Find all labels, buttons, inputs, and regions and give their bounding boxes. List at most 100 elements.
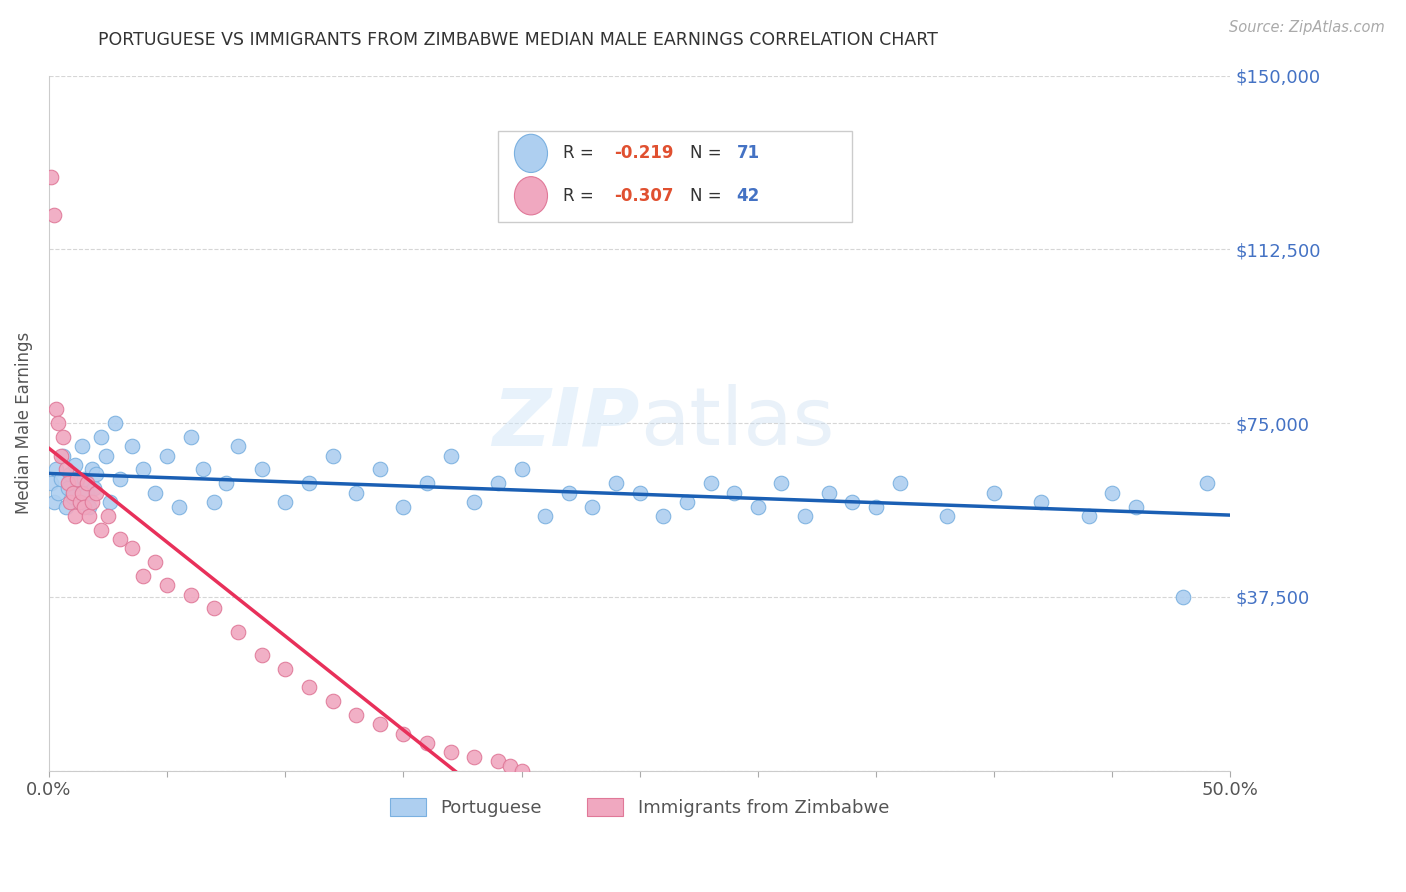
Point — [841, 495, 863, 509]
Point — [392, 500, 415, 514]
Point — [416, 476, 439, 491]
Point — [534, 508, 557, 523]
Point — [274, 495, 297, 509]
Point — [817, 485, 839, 500]
FancyBboxPatch shape — [498, 131, 852, 221]
Point — [215, 476, 238, 491]
Point — [97, 508, 120, 523]
Point — [42, 208, 65, 222]
Point — [1077, 508, 1099, 523]
Point — [747, 500, 769, 514]
Point — [100, 495, 122, 509]
Point — [935, 508, 957, 523]
Point — [510, 764, 533, 778]
Point — [440, 745, 463, 759]
Point — [83, 481, 105, 495]
Point — [49, 449, 72, 463]
Point — [652, 508, 675, 523]
Point — [392, 726, 415, 740]
Point — [368, 462, 391, 476]
Text: PORTUGUESE VS IMMIGRANTS FROM ZIMBABWE MEDIAN MALE EARNINGS CORRELATION CHART: PORTUGUESE VS IMMIGRANTS FROM ZIMBABWE M… — [98, 31, 938, 49]
Point — [143, 485, 166, 500]
Point — [52, 449, 75, 463]
Point — [73, 500, 96, 514]
Point — [983, 485, 1005, 500]
Legend: Portuguese, Immigrants from Zimbabwe: Portuguese, Immigrants from Zimbabwe — [382, 790, 897, 824]
Point — [499, 759, 522, 773]
Point — [486, 476, 509, 491]
Point — [416, 736, 439, 750]
Point — [45, 402, 67, 417]
Point — [76, 476, 98, 491]
Point — [55, 462, 77, 476]
Text: atlas: atlas — [640, 384, 834, 462]
Point — [132, 569, 155, 583]
Point — [156, 449, 179, 463]
Point — [63, 508, 86, 523]
Point — [628, 485, 651, 500]
Point — [108, 532, 131, 546]
Point — [226, 624, 249, 639]
Point — [80, 495, 103, 509]
Text: 42: 42 — [737, 186, 759, 205]
Point — [70, 439, 93, 453]
Point — [84, 485, 107, 500]
Point — [73, 472, 96, 486]
Point — [581, 500, 603, 514]
Text: Source: ZipAtlas.com: Source: ZipAtlas.com — [1229, 20, 1385, 35]
Point — [52, 430, 75, 444]
Text: ZIP: ZIP — [492, 384, 640, 462]
Point — [889, 476, 911, 491]
Point — [250, 648, 273, 662]
Point — [90, 430, 112, 444]
Point — [605, 476, 627, 491]
Point — [723, 485, 745, 500]
Point — [298, 680, 321, 694]
Point — [344, 485, 367, 500]
Point — [298, 476, 321, 491]
Point — [770, 476, 793, 491]
Point — [180, 588, 202, 602]
Point — [70, 485, 93, 500]
Point — [226, 439, 249, 453]
Point — [63, 458, 86, 472]
Point — [676, 495, 699, 509]
Point — [794, 508, 817, 523]
Point — [94, 449, 117, 463]
Point — [77, 500, 100, 514]
Text: N =: N = — [690, 186, 727, 205]
Point — [344, 708, 367, 723]
Point — [274, 662, 297, 676]
Point — [132, 462, 155, 476]
Point — [48, 485, 70, 500]
Point — [66, 476, 89, 491]
Point — [321, 694, 343, 708]
Point — [121, 541, 143, 556]
Point — [440, 449, 463, 463]
Point — [49, 472, 72, 486]
Text: N =: N = — [690, 145, 727, 162]
Text: R =: R = — [562, 186, 599, 205]
Point — [486, 755, 509, 769]
Point — [41, 170, 63, 185]
Point — [463, 749, 485, 764]
Point — [69, 495, 91, 509]
Text: -0.307: -0.307 — [613, 186, 673, 205]
Point — [59, 495, 82, 509]
Point — [558, 485, 581, 500]
Point — [510, 462, 533, 476]
Point — [66, 472, 89, 486]
Ellipse shape — [515, 177, 547, 215]
Point — [42, 495, 65, 509]
Point — [1195, 476, 1218, 491]
Point — [1101, 485, 1123, 500]
Point — [1125, 500, 1147, 514]
Point — [76, 485, 98, 500]
Point — [45, 462, 67, 476]
Point — [1171, 590, 1194, 604]
Point — [202, 495, 225, 509]
Point — [48, 416, 70, 430]
Ellipse shape — [515, 135, 547, 172]
Point — [180, 430, 202, 444]
Point — [55, 500, 77, 514]
